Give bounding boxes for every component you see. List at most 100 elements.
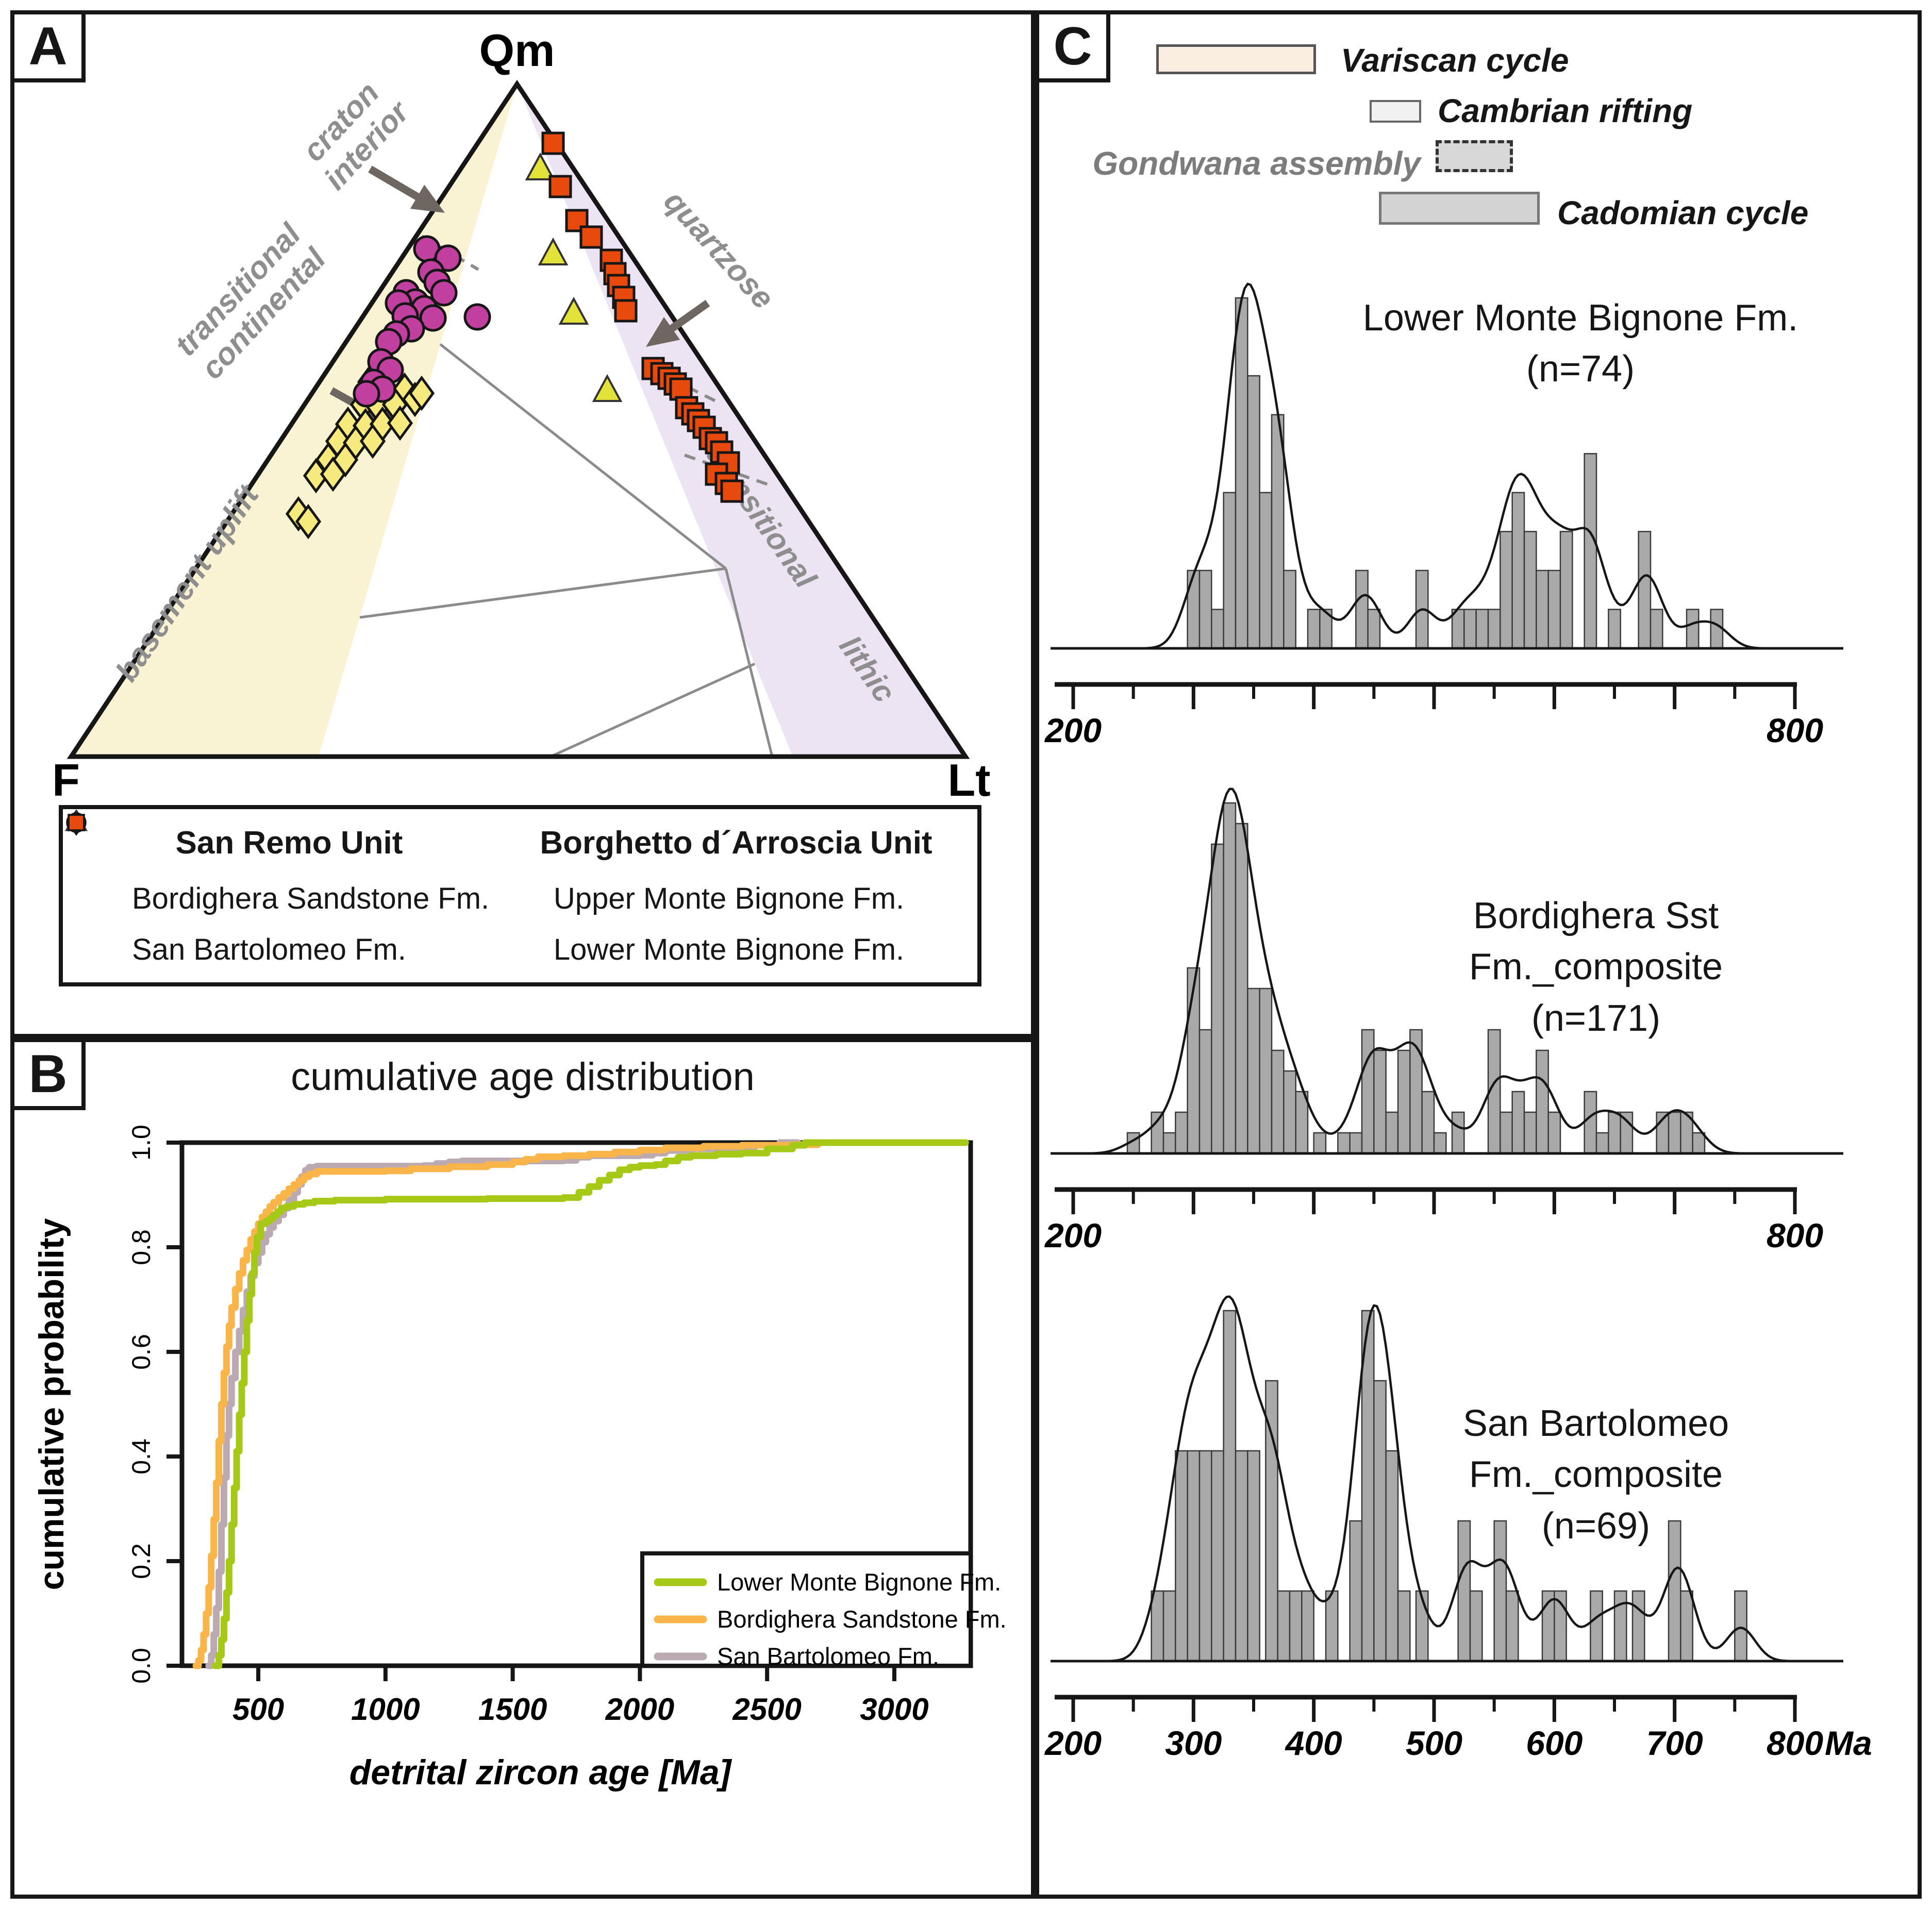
cdf-frame [179, 1140, 973, 1668]
cdf-legend-box [640, 1551, 973, 1668]
hist-bar [1175, 1111, 1188, 1154]
legend-item-upper-monte-bignone: Upper Monte Bignone Fm. [65, 810, 972, 924]
x-tick-label: 1000 [351, 1692, 420, 1727]
ternary-triangle-outline [66, 79, 970, 759]
hist-bar [1638, 531, 1652, 649]
hist-bar [1151, 1111, 1164, 1154]
hist-bar [1668, 1111, 1681, 1154]
hist-bar [1187, 570, 1201, 649]
gondwana-label: Gondwana assembly [1092, 145, 1421, 182]
hist-bar [1247, 1450, 1260, 1662]
hist-bar [1559, 531, 1573, 649]
axis-tick-label: 700 [1646, 1724, 1703, 1762]
cambrian-swatch [1370, 100, 1421, 123]
ternary-field-label: quartzose [658, 184, 781, 315]
hist-bar [1505, 1590, 1519, 1662]
ternary-field-boundary [359, 567, 726, 619]
hist-bar [1397, 1049, 1411, 1154]
axis-tick-label: 200 [1044, 711, 1102, 746]
hist-bar [1259, 492, 1273, 649]
y-tick-label: 0.4 [127, 1438, 156, 1475]
x-tick-label: 2000 [605, 1692, 674, 1727]
axis-tick-label: 300 [1165, 1724, 1222, 1762]
x-tick-label: 2500 [732, 1692, 801, 1727]
legend-label: Bordighera Sandstone Fm. [132, 882, 490, 915]
cdf-legend-label: San Bartolomeo Fm. [717, 1643, 939, 1670]
cadomian-swatch [1379, 192, 1540, 225]
cdf-legend-label: Bordighera Sandstone Fm. [717, 1605, 1007, 1633]
gondwana-swatch [1436, 140, 1513, 172]
triangle-marker-icon [65, 810, 545, 912]
hist-bar [1584, 1091, 1597, 1154]
hist-bar [1271, 414, 1285, 649]
hist-bars [1187, 297, 1724, 649]
hist-bar [1620, 1111, 1634, 1154]
field-arrowhead-icon [410, 185, 445, 213]
hist-bar [1151, 1590, 1164, 1662]
hist-bar [1608, 1111, 1621, 1154]
hist-bar [1223, 1310, 1237, 1662]
hist-bar [1710, 609, 1724, 649]
hist-title: San Bartolomeo Fm._composite (n=69) [1462, 1403, 1729, 1547]
axis-tick-label: 400 [1285, 1724, 1342, 1762]
y-tick-label: 0.8 [127, 1229, 156, 1265]
hist-bar [1511, 492, 1525, 649]
hist-bar [1500, 1111, 1513, 1154]
hist-bar [1433, 1132, 1447, 1154]
hist-bar [1680, 1590, 1693, 1662]
histogram-bordighera: 200 800 [1044, 788, 1843, 1251]
cdf-title: cumulative age distribution [291, 1055, 755, 1099]
legend-item-bordighera: Bordighera Sandstone Fm. [66, 809, 500, 924]
ternary-diagram: cratoninterior transitionalcontinental qua… [52, 25, 990, 800]
hist-bar [1367, 609, 1381, 649]
variscan-swatch [1156, 44, 1316, 74]
hist-bar [1187, 1450, 1201, 1662]
hist-bar [1283, 570, 1296, 649]
legend-header-borghetto: Borghetto d´Arroscia Unit [540, 825, 932, 861]
hist-bar [1536, 1049, 1549, 1154]
hist-bar [1650, 609, 1663, 649]
hist-bar [1686, 609, 1700, 649]
legend-label: San Bartolomeo Fm. [132, 933, 406, 966]
hist-bar [1590, 1590, 1603, 1662]
ternary-series-circle [353, 235, 491, 408]
hist-bar [1277, 1590, 1291, 1662]
legend-label: Lower Monte Bignone Fm. [553, 933, 905, 966]
hist-bar [1547, 570, 1561, 649]
hist-bar [1397, 1590, 1411, 1662]
hist-bar [1313, 1132, 1327, 1154]
kde-curve [1079, 1295, 1789, 1663]
panel-c-label: C [1035, 10, 1110, 82]
hist-bar [1536, 570, 1549, 649]
hist-bar [1289, 1590, 1303, 1662]
hist-bar [1223, 492, 1237, 649]
histogram-block-lower-monte-bignone: 200 800 Lower Monte Bignone Fm. (n=74) [1039, 231, 1918, 746]
panel-b-cdf: B cumulative age distribution 0.0 0.2 0.4 0… [10, 1038, 1035, 1899]
ternary-series-triangle [525, 152, 623, 402]
axis-tick-label: 500 [1406, 1724, 1462, 1762]
ternary-field-label: transitionalcontinental [168, 216, 333, 387]
hist-bar [1307, 609, 1321, 649]
hist-bar [1211, 1450, 1224, 1662]
panel-a-label: A [10, 10, 86, 82]
square-marker-icon [68, 814, 545, 963]
y-tick-label: 0.2 [127, 1543, 156, 1579]
hist-bar [1235, 297, 1248, 649]
hist-bar [1349, 1132, 1363, 1154]
hist-bar [1385, 1111, 1399, 1154]
cdf-curve-0 [211, 1139, 969, 1669]
hist-bar [1187, 967, 1201, 1154]
x-tick-label: 3000 [860, 1692, 928, 1727]
x-tick-label: 1500 [478, 1692, 547, 1727]
hist-bar [1523, 531, 1537, 649]
hist-bar [1235, 1450, 1248, 1662]
hist-bar [1283, 1070, 1296, 1154]
hist-bar [1247, 987, 1260, 1154]
cdf-legend-label: Lower Monte Bignone Fm. [717, 1568, 1001, 1596]
hist-bar [1487, 609, 1501, 649]
hist-bar [1355, 570, 1369, 649]
y-tick-label: 0.6 [127, 1334, 156, 1370]
field-arrow [368, 165, 425, 204]
hist-bar [1162, 1590, 1176, 1662]
